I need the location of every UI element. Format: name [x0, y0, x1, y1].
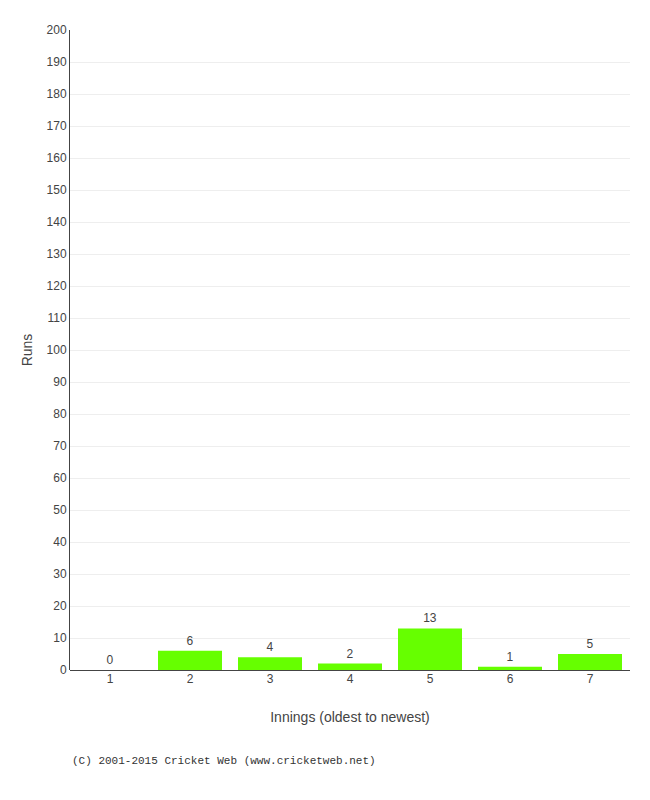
svg-text:110: 110	[47, 311, 66, 325]
svg-text:(C) 2001-2015 Cricket Web (www: (C) 2001-2015 Cricket Web (www.cricketwe…	[72, 755, 376, 767]
svg-text:80: 80	[53, 407, 67, 421]
svg-text:0: 0	[60, 663, 67, 677]
svg-text:160: 160	[47, 151, 67, 165]
svg-text:Innings (oldest to newest): Innings (oldest to newest)	[270, 709, 430, 725]
svg-text:100: 100	[47, 343, 67, 357]
svg-text:7: 7	[587, 672, 594, 686]
svg-text:40: 40	[53, 535, 67, 549]
svg-text:5: 5	[587, 637, 594, 651]
svg-text:5: 5	[427, 672, 434, 686]
svg-text:10: 10	[53, 631, 67, 645]
svg-text:60: 60	[53, 471, 67, 485]
svg-text:30: 30	[53, 567, 67, 581]
svg-text:4: 4	[347, 672, 354, 686]
svg-text:50: 50	[53, 503, 67, 517]
svg-text:2: 2	[347, 647, 354, 661]
svg-text:130: 130	[47, 247, 67, 261]
svg-text:1: 1	[107, 672, 114, 686]
svg-text:1: 1	[507, 650, 514, 664]
svg-text:3: 3	[267, 672, 274, 686]
svg-text:190: 190	[47, 55, 67, 69]
svg-text:6: 6	[507, 672, 514, 686]
svg-text:120: 120	[47, 279, 67, 293]
svg-text:13: 13	[423, 611, 437, 625]
svg-text:170: 170	[47, 119, 67, 133]
svg-text:180: 180	[47, 87, 67, 101]
svg-text:140: 140	[47, 215, 67, 229]
svg-text:150: 150	[47, 183, 67, 197]
svg-text:4: 4	[267, 640, 274, 654]
svg-text:200: 200	[47, 23, 67, 37]
svg-text:20: 20	[53, 599, 67, 613]
svg-text:90: 90	[53, 375, 67, 389]
svg-text:6: 6	[187, 634, 194, 648]
svg-text:Runs: Runs	[19, 334, 35, 367]
svg-text:70: 70	[53, 439, 67, 453]
svg-text:0: 0	[107, 653, 114, 667]
svg-text:2: 2	[187, 672, 194, 686]
